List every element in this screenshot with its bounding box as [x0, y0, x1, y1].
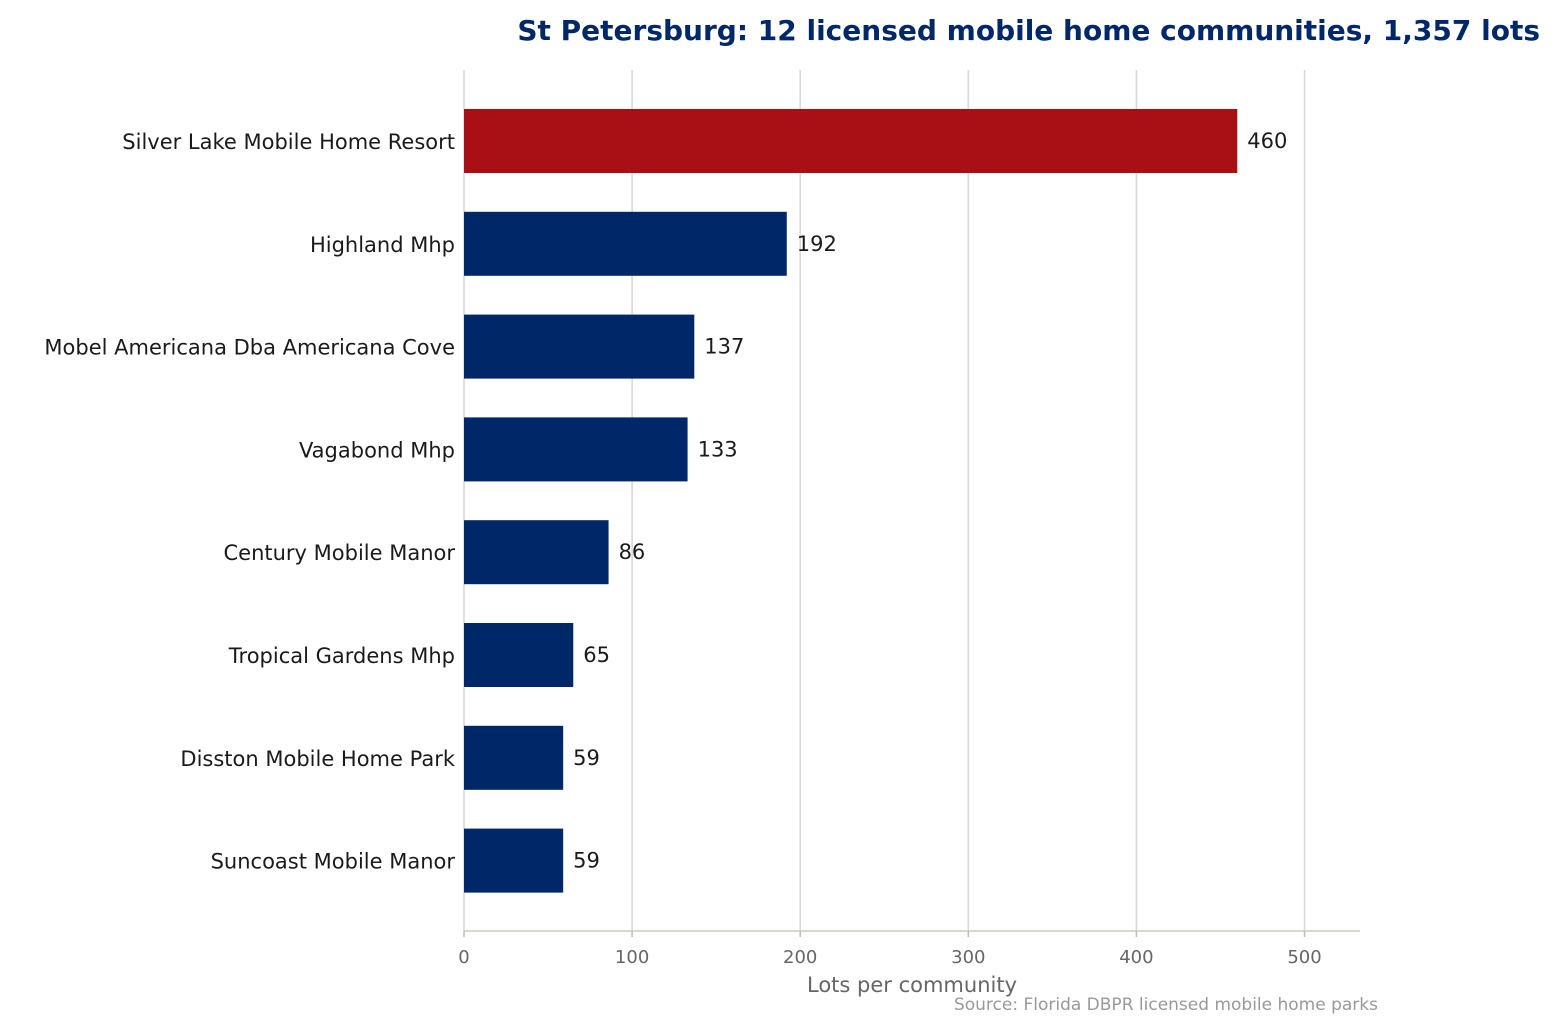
bars	[464, 109, 1238, 893]
bar-1	[464, 211, 787, 276]
value-label-5: 65	[583, 643, 610, 667]
source-note: Source: Florida DBPR licensed mobile hom…	[954, 995, 1378, 1015]
bar-3	[464, 417, 688, 482]
bar-6	[464, 725, 564, 790]
category-label-7: Suncoast Mobile Manor	[211, 850, 456, 874]
value-labels: 460 192 137 133 86 65 59 59	[573, 129, 1287, 873]
bar-5	[464, 623, 574, 687]
x-tick-label-0: 0	[458, 947, 469, 968]
bar-2	[464, 314, 695, 379]
category-label-3: Vagabond Mhp	[299, 438, 455, 462]
value-label-3: 133	[698, 437, 738, 461]
bar-4	[464, 520, 609, 585]
value-label-2: 137	[704, 335, 744, 359]
x-axis-title: Lots per community	[807, 973, 1017, 997]
x-tick-label-1: 100	[615, 947, 649, 968]
value-label-7: 59	[573, 849, 600, 873]
category-label-0: Silver Lake Mobile Home Resort	[122, 130, 455, 154]
bar-7	[464, 828, 564, 893]
value-label-4: 86	[619, 540, 646, 564]
value-label-1: 192	[797, 232, 837, 256]
category-labels: Silver Lake Mobile Home Resort Highland M…	[44, 130, 455, 874]
bar-0	[464, 109, 1238, 173]
x-tick-label-2: 200	[783, 947, 817, 968]
gridlines	[463, 70, 1306, 931]
category-label-5: Tropical Gardens Mhp	[228, 644, 455, 668]
category-label-1: Highland Mhp	[310, 233, 455, 257]
category-label-6: Disston Mobile Home Park	[180, 747, 455, 771]
chart-title: St Petersburg: 12 licensed mobile home c…	[517, 14, 1540, 47]
value-label-6: 59	[573, 746, 600, 770]
value-label-0: 460	[1247, 129, 1287, 153]
x-tick-label-4: 400	[1119, 947, 1153, 968]
x-tick-label-3: 300	[951, 947, 985, 968]
x-tick-label-5: 500	[1287, 947, 1321, 968]
category-label-2: Mobel Americana Dba Americana Cove	[44, 336, 455, 360]
x-tick-labels: 0 100 200 300 400 500	[458, 931, 1322, 968]
category-label-4: Century Mobile Manor	[223, 541, 455, 565]
